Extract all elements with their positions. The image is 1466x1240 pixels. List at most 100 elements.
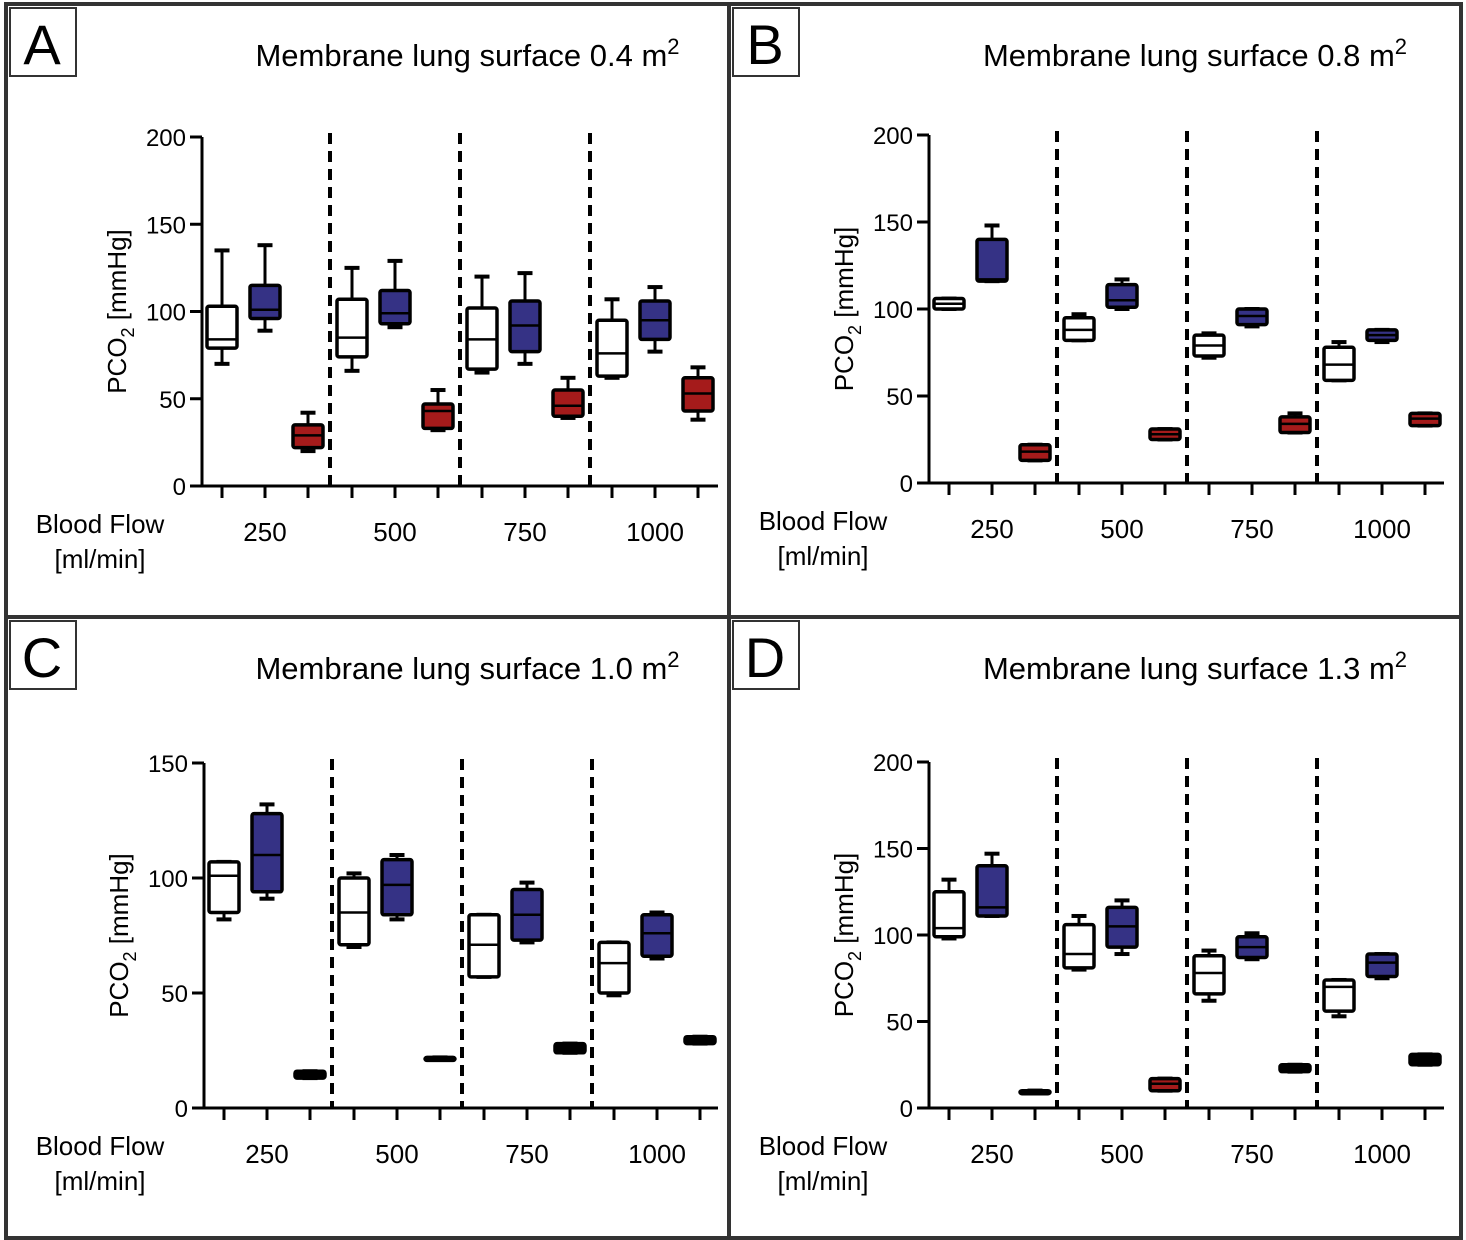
box-black-750 <box>553 1041 587 1055</box>
box-blue-250 <box>975 223 1009 284</box>
x-category-label: 1000 <box>1353 514 1411 544</box>
box-red-750 <box>1278 411 1312 435</box>
y-tick-label: 100 <box>873 923 913 950</box>
panel-d: D Membrane lung surface 1.3 m2 0 50 100 150 20… <box>732 620 1444 1196</box>
panel-letter-box <box>732 620 800 690</box>
box-black-750 <box>1278 1062 1312 1074</box>
y-axis-label: PCO2 [mmHg] <box>102 229 138 394</box>
box-blue-500 <box>1105 898 1139 957</box>
x-category-label: 500 <box>1100 1139 1143 1169</box>
box-blue-500 <box>1105 277 1139 311</box>
x-category-label: 750 <box>505 1139 548 1169</box>
x-category-label: 250 <box>970 514 1013 544</box>
box-white-500 <box>1062 312 1096 343</box>
box-iqr <box>975 237 1009 283</box>
box-iqr <box>597 940 631 995</box>
box-blue-750 <box>508 271 542 366</box>
y-tick-label: 200 <box>873 123 913 150</box>
box-black-250 <box>293 1069 327 1081</box>
box-white-250 <box>205 248 239 366</box>
panel-letter-box <box>9 620 77 690</box>
box-iqr <box>248 283 282 321</box>
y-tick-label: 0 <box>900 1096 913 1123</box>
box-iqr <box>1105 282 1139 310</box>
box-blue-750 <box>510 880 544 945</box>
x-category-label: 1000 <box>628 1139 686 1169</box>
y-tick-label: 150 <box>873 837 913 864</box>
box-white-500 <box>1062 913 1096 972</box>
box-iqr <box>378 288 412 326</box>
box-white-1000 <box>1322 977 1356 1019</box>
panel-a: A Membrane lung surface 0.4 m2 0 50 100 150 20… <box>9 7 718 574</box>
x-axis-label-line2: [ml/min] <box>55 544 146 574</box>
box-blue-250 <box>248 243 282 333</box>
box-iqr <box>1192 954 1226 996</box>
panel-c: C Membrane lung surface 1.0 m2 0 50 100 150 PC… <box>9 620 718 1196</box>
panel-letter: A <box>23 13 61 76</box>
box-iqr <box>421 402 455 431</box>
box-white-500 <box>337 871 371 949</box>
box-red-750 <box>551 375 585 420</box>
box-white-250 <box>932 296 966 311</box>
y-tick-label: 50 <box>159 387 186 414</box>
box-iqr <box>1062 922 1096 970</box>
y-tick-label: 50 <box>161 981 188 1008</box>
panel-b: B Membrane lung surface 0.8 m2 0 50 100 150 20… <box>732 7 1444 571</box>
x-category-label: 750 <box>1230 1139 1273 1169</box>
y-tick-label: 200 <box>873 750 913 777</box>
x-category-label: 250 <box>243 517 286 547</box>
x-axis-label-line1: Blood Flow <box>759 1131 888 1161</box>
box-white-250 <box>932 877 966 941</box>
box-red-1000 <box>681 365 715 422</box>
box-black-500 <box>423 1055 457 1063</box>
box-red-500 <box>1148 427 1182 442</box>
box-iqr <box>380 857 414 917</box>
box-iqr <box>551 388 585 418</box>
y-axis-label: PCO2 [mmHg] <box>829 853 865 1018</box>
y-tick-label: 100 <box>148 866 188 893</box>
x-axis-label-line2: [ml/min] <box>778 541 869 571</box>
y-tick-label: 200 <box>146 125 186 152</box>
panel-title: Membrane lung surface 0.4 m2 <box>255 34 679 73</box>
x-axis-label-line2: [ml/min] <box>55 1166 146 1196</box>
x-category-label: 1000 <box>626 517 684 547</box>
x-category-label: 500 <box>373 517 416 547</box>
box-iqr <box>975 864 1009 918</box>
panel-title: Membrane lung surface 1.3 m2 <box>983 647 1407 686</box>
box-blue-750 <box>1235 931 1269 962</box>
x-axis-label-line2: [ml/min] <box>778 1166 869 1196</box>
x-category-label: 500 <box>375 1139 418 1169</box>
box-white-750 <box>465 274 499 375</box>
box-blue-500 <box>378 258 412 330</box>
box-iqr <box>335 297 369 359</box>
box-black-1000 <box>1408 1052 1442 1067</box>
x-category-label: 500 <box>1100 514 1143 544</box>
box-white-750 <box>467 912 501 979</box>
panel-letter: B <box>746 13 783 76</box>
panel-letter-box <box>9 7 77 77</box>
x-category-label: 1000 <box>1353 1139 1411 1169</box>
y-axis-label: PCO2 [mmHg] <box>104 853 140 1018</box>
box-iqr <box>1322 978 1356 1013</box>
box-blue-1000 <box>1365 327 1399 345</box>
x-category-label: 750 <box>503 517 546 547</box>
box-black-1000 <box>683 1034 717 1046</box>
box-iqr <box>595 318 629 378</box>
y-tick-label: 100 <box>146 300 186 327</box>
y-axis-label: PCO2 [mmHg] <box>829 227 865 392</box>
box-iqr <box>250 811 284 894</box>
y-tick-label: 150 <box>873 210 913 237</box>
y-tick-label: 50 <box>886 1010 913 1037</box>
x-category-label: 750 <box>1230 514 1273 544</box>
box-blue-750 <box>1235 307 1269 329</box>
figure-frame <box>4 2 1463 1240</box>
box-white-1000 <box>1322 340 1356 383</box>
x-axis-label-line1: Blood Flow <box>36 509 165 539</box>
box-white-250 <box>207 859 241 922</box>
box-white-1000 <box>595 297 629 380</box>
box-red-1000 <box>1408 411 1442 428</box>
panel-title: Membrane lung surface 1.0 m2 <box>255 647 679 686</box>
box-white-1000 <box>597 940 631 998</box>
